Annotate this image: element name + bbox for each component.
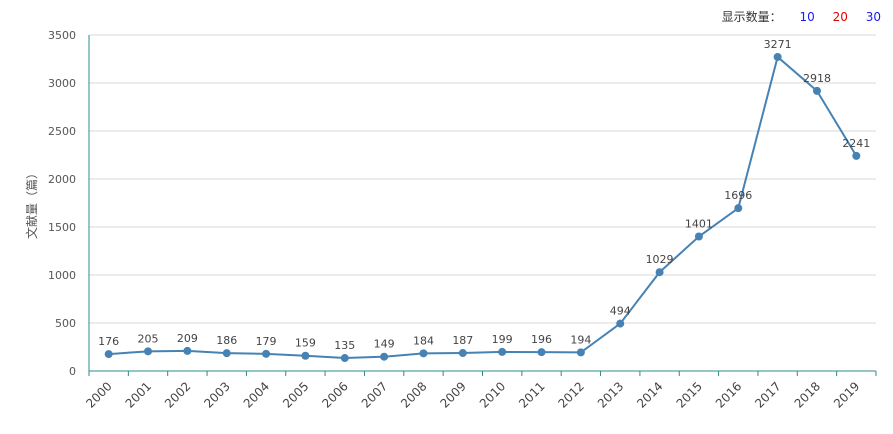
data-label: 179	[256, 335, 277, 348]
data-point	[301, 351, 310, 360]
data-label: 199	[492, 333, 513, 346]
y-tick-label: 1000	[48, 269, 76, 282]
y-axis-title: 文献量（篇）	[24, 167, 39, 239]
data-label: 184	[413, 334, 434, 347]
x-tick-label: 2017	[752, 379, 783, 410]
data-label: 1696	[724, 189, 752, 202]
x-tick-label: 2007	[359, 379, 390, 410]
data-point	[734, 204, 743, 213]
data-point	[852, 151, 861, 160]
count-option-10[interactable]: 10	[799, 10, 815, 24]
data-point	[419, 349, 428, 358]
y-tick-label: 2000	[48, 173, 76, 186]
data-label: 209	[177, 332, 198, 345]
y-tick-label: 1500	[48, 221, 76, 234]
x-tick-label: 2000	[83, 379, 114, 410]
y-tick-label: 3500	[48, 29, 76, 42]
y-tick-label: 0	[69, 365, 76, 378]
data-label: 149	[374, 338, 395, 351]
data-point	[262, 349, 271, 358]
data-point	[537, 348, 546, 357]
y-tick-label: 3000	[48, 77, 76, 90]
data-label: 159	[295, 337, 316, 350]
data-point	[616, 319, 625, 328]
y-tick-label: 500	[55, 317, 76, 330]
data-point	[340, 354, 349, 363]
x-tick-label: 2008	[398, 379, 429, 410]
data-label: 176	[98, 335, 119, 348]
data-label: 494	[610, 305, 631, 318]
x-tick-label: 2013	[595, 379, 626, 410]
x-tick-label: 2002	[162, 379, 193, 410]
data-point	[498, 347, 507, 356]
x-tick-label: 2015	[674, 379, 705, 410]
x-tick-label: 2014	[634, 379, 665, 410]
data-label: 186	[216, 334, 237, 347]
data-label: 135	[334, 339, 355, 352]
data-point	[380, 352, 389, 361]
data-point	[104, 350, 113, 359]
data-label: 2241	[842, 137, 870, 150]
x-tick-label: 2012	[555, 379, 586, 410]
x-tick-label: 2006	[319, 379, 350, 410]
x-tick-label: 2005	[280, 379, 311, 410]
data-point	[694, 232, 703, 241]
data-label: 194	[570, 333, 591, 346]
data-point	[655, 268, 664, 277]
data-point	[812, 86, 821, 95]
data-point	[576, 348, 585, 357]
x-tick-label: 2003	[201, 379, 232, 410]
x-tick-label: 2011	[516, 379, 547, 410]
x-tick-label: 2010	[477, 379, 508, 410]
data-point	[144, 347, 153, 356]
series-line	[108, 55, 858, 360]
y-tick-label: 2500	[48, 125, 76, 138]
x-tick-label: 2009	[437, 379, 468, 410]
x-tick-label: 2019	[831, 379, 862, 410]
data-label: 196	[531, 333, 552, 346]
data-label: 2918	[803, 72, 831, 85]
x-tick-label: 2004	[241, 379, 272, 410]
count-option-20[interactable]: 20	[832, 10, 848, 24]
x-tick-label: 2001	[123, 379, 154, 410]
data-point	[222, 349, 231, 358]
x-tick-label: 2018	[792, 379, 823, 410]
x-tick-label: 2016	[713, 379, 744, 410]
data-label: 1401	[685, 218, 713, 231]
display-count-bar: 显示数量： 10 20 30	[722, 8, 881, 25]
data-point	[183, 346, 192, 355]
display-count-label: 显示数量：	[721, 10, 782, 24]
data-label: 187	[452, 334, 473, 347]
data-point	[773, 52, 782, 61]
data-label: 3271	[764, 38, 792, 51]
data-point	[458, 349, 467, 358]
data-label: 1029	[646, 253, 674, 266]
count-option-30[interactable]: 30	[865, 10, 881, 24]
data-label: 205	[138, 332, 159, 345]
